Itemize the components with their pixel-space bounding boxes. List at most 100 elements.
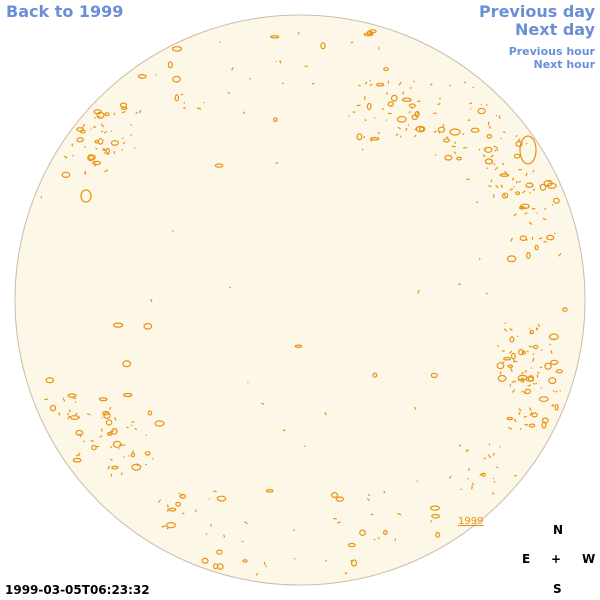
contour-mark xyxy=(515,134,518,138)
contour-mark xyxy=(524,369,528,373)
contour-mark xyxy=(506,416,513,421)
contour-mark xyxy=(216,549,223,555)
contour-mark xyxy=(497,374,507,382)
contour-mark xyxy=(458,283,462,286)
contour-mark xyxy=(532,353,535,356)
contour-mark xyxy=(242,559,248,563)
contour-mark xyxy=(499,173,510,177)
contour-mark xyxy=(430,83,433,86)
compass-north-label: N xyxy=(553,523,564,537)
contour-mark xyxy=(559,389,562,392)
contour-mark xyxy=(521,390,524,393)
contour-mark xyxy=(493,163,496,166)
contour-mark xyxy=(121,148,124,151)
contour-mark xyxy=(551,204,554,206)
contour-mark xyxy=(448,475,452,479)
contour-mark xyxy=(546,234,555,241)
contour-mark xyxy=(529,328,531,330)
contour-mark xyxy=(482,154,486,158)
contour-mark xyxy=(518,180,522,183)
compass-south-label: S xyxy=(553,582,562,596)
contour-mark xyxy=(460,488,463,491)
contour-mark xyxy=(471,485,473,490)
contour-mark xyxy=(525,142,528,145)
contour-mark xyxy=(417,289,420,294)
contour-mark xyxy=(530,367,533,369)
contour-mark xyxy=(418,126,425,132)
contour-mark xyxy=(167,504,169,508)
contour-mark xyxy=(281,82,284,85)
contour-mark xyxy=(103,130,108,134)
contour-mark xyxy=(396,115,407,123)
next-day-link[interactable]: Next day xyxy=(515,20,595,39)
contour-mark xyxy=(485,104,488,107)
contour-mark xyxy=(114,416,117,421)
contour-mark xyxy=(350,559,353,564)
contour-mark xyxy=(212,490,217,493)
contour-mark xyxy=(529,411,533,416)
contour-mark xyxy=(408,110,411,114)
contour-mark xyxy=(154,420,165,427)
contour-mark xyxy=(104,112,110,117)
contour-mark xyxy=(525,376,535,382)
contour-mark xyxy=(541,421,547,429)
contour-mark xyxy=(491,492,495,495)
contour-mark xyxy=(107,465,111,470)
contour-mark xyxy=(161,525,166,528)
contour-mark xyxy=(397,512,402,516)
contour-mark xyxy=(537,323,541,328)
contour-mark xyxy=(501,192,509,199)
contour-mark xyxy=(485,292,488,295)
contour-mark xyxy=(470,127,480,133)
contour-mark xyxy=(111,465,119,470)
back-to-year-link[interactable]: Back to 1999 xyxy=(6,2,124,21)
contour-mark xyxy=(504,170,507,174)
contour-mark xyxy=(363,136,366,139)
next-hour-link[interactable]: Next hour xyxy=(533,58,596,71)
contour-mark xyxy=(532,188,536,191)
contour-mark xyxy=(479,472,483,477)
contour-mark xyxy=(532,170,535,173)
contour-mark xyxy=(180,93,184,96)
contour-mark xyxy=(45,377,55,384)
contour-mark xyxy=(294,344,303,348)
contour-mark xyxy=(515,191,521,196)
contour-mark xyxy=(528,221,533,225)
contour-mark xyxy=(96,111,105,119)
contour-mark xyxy=(442,124,445,128)
contour-mark xyxy=(433,130,437,133)
contour-mark xyxy=(122,392,133,398)
contour-mark xyxy=(480,103,482,106)
contour-mark xyxy=(543,179,553,187)
contour-mark xyxy=(463,146,468,149)
previous-hour-link[interactable]: Previous hour xyxy=(508,45,595,58)
contour-ring xyxy=(449,128,461,136)
contour-mark xyxy=(536,212,538,215)
contour-mark xyxy=(102,147,107,152)
contour-mark xyxy=(431,513,441,519)
contour-mark xyxy=(519,235,528,242)
contour-mark xyxy=(514,474,517,477)
contour-mark xyxy=(527,384,532,387)
contour-mark xyxy=(394,538,397,541)
contour-mark xyxy=(102,410,110,416)
contour-mark xyxy=(449,84,452,87)
contour-mark xyxy=(550,350,553,354)
contour-mark xyxy=(509,188,514,191)
contour-mark xyxy=(100,123,105,128)
contour-mark xyxy=(167,61,173,69)
contour-mark xyxy=(519,427,522,430)
previous-day-link[interactable]: Previous day xyxy=(478,2,595,21)
contour-mark xyxy=(494,149,497,152)
contour-mark xyxy=(135,111,138,115)
contour-mark xyxy=(509,237,514,242)
contour-mark xyxy=(552,338,555,341)
contour-mark xyxy=(108,433,111,436)
contour-mark xyxy=(528,345,533,348)
contour-mark xyxy=(63,155,68,159)
contour-mark xyxy=(143,322,153,330)
contour-mark xyxy=(364,81,368,85)
contour-mark xyxy=(103,412,111,419)
contour-mark xyxy=(462,133,465,136)
contour-mark xyxy=(509,327,513,331)
